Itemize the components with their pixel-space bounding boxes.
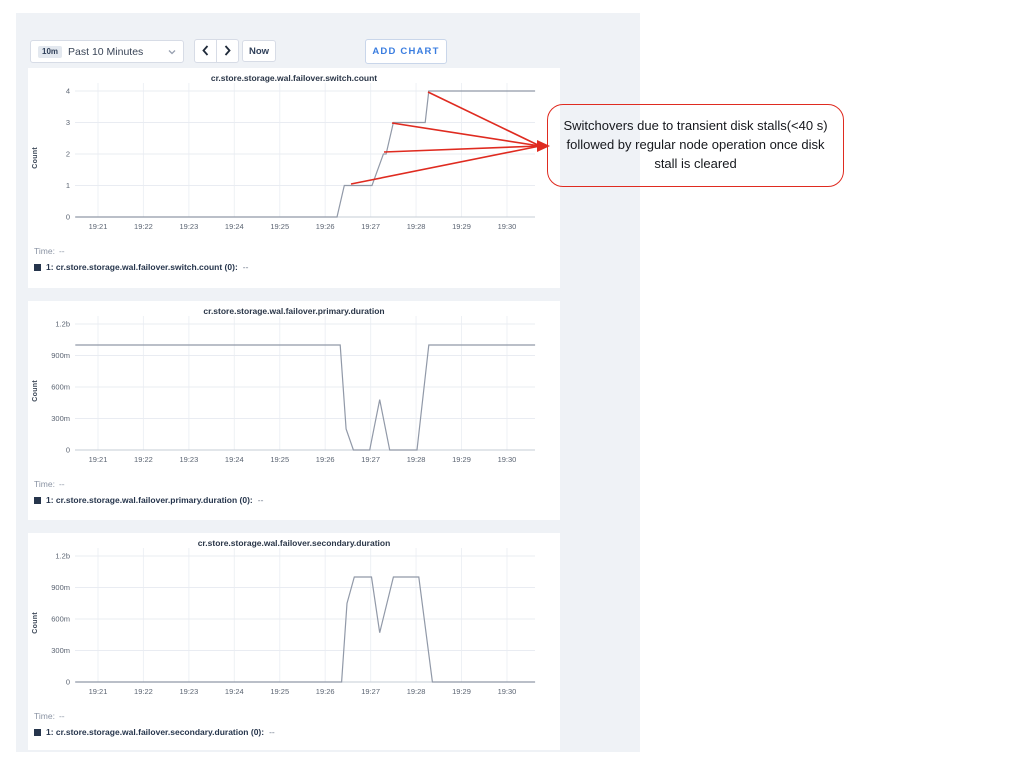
- legend-time-row: Time: --: [34, 246, 65, 256]
- y-tick-label: 0: [66, 213, 70, 222]
- x-tick-label: 19:21: [89, 687, 108, 696]
- x-tick-label: 19:25: [270, 687, 289, 696]
- legend-series-value: --: [269, 727, 275, 737]
- legend-series-label: 1: cr.store.storage.wal.failover.primary…: [46, 495, 253, 505]
- chart-title: cr.store.storage.wal.failover.primary.du…: [203, 306, 385, 316]
- line-chart-primary-duration[interactable]: 19:21 19:22 19:23 19:24 19:25 19:26 19:27 19:28…: [28, 301, 560, 520]
- series-line: [75, 576, 536, 683]
- series-swatch-icon: [34, 496, 41, 504]
- x-tick-label: 19:23: [179, 455, 198, 464]
- y-tick-label: 1.2b: [55, 320, 70, 329]
- x-tick-label: 19:24: [225, 455, 244, 464]
- y-tick-label: 1: [66, 181, 70, 190]
- legend-time-label: Time:: [34, 711, 55, 721]
- x-tick-label: 19:28: [407, 687, 426, 696]
- x-tick-label: 19:25: [270, 222, 289, 231]
- y-tick-label: 0: [66, 678, 70, 687]
- x-tick-label: 19:26: [316, 455, 335, 464]
- x-tick-label: 19:29: [452, 687, 471, 696]
- previous-time-button[interactable]: [194, 39, 217, 63]
- series-swatch-icon: [34, 728, 41, 736]
- x-tick-label: 19:28: [407, 222, 426, 231]
- series-swatch-icon: [34, 263, 41, 271]
- y-tick-label: 900m: [51, 351, 70, 360]
- chevron-right-icon: [224, 44, 231, 59]
- chart-card-secondary-duration: cr.store.storage.wal.failover.secondary.…: [28, 533, 560, 750]
- legend-series-value: --: [257, 495, 264, 505]
- x-tick-label: 19:23: [179, 222, 198, 231]
- chart-title: cr.store.storage.wal.failover.switch.cou…: [210, 73, 378, 83]
- y-tick-label: 600m: [51, 615, 70, 624]
- legend-series-label: 1: cr.store.storage.wal.failover.switch.…: [46, 262, 238, 272]
- y-tick-label: 300m: [51, 646, 70, 655]
- annotation-text: Switchovers due to transient disk stalls…: [563, 118, 828, 171]
- x-tick-label: 19:25: [270, 455, 289, 464]
- x-tick-label: 19:27: [361, 455, 380, 464]
- x-tick-label: 19:26: [316, 687, 335, 696]
- x-tick-label: 19:29: [452, 455, 471, 464]
- legend-series-row[interactable]: 1: cr.store.storage.wal.failover.primary…: [34, 495, 263, 505]
- y-tick-label: 600m: [51, 383, 70, 392]
- legend-series-value: --: [242, 262, 249, 272]
- legend-time-label: Time:: [34, 479, 55, 489]
- legend-time-row: Time: --: [34, 711, 65, 721]
- y-tick-label: 0: [66, 446, 70, 455]
- legend-series-row[interactable]: 1: cr.store.storage.wal.failover.switch.…: [34, 262, 248, 272]
- chevron-down-icon: [168, 49, 176, 55]
- x-tick-label: 19:22: [134, 687, 153, 696]
- time-range-label: Past 10 Minutes: [68, 45, 144, 58]
- chevron-left-icon: [202, 44, 209, 59]
- y-tick-label: 4: [66, 87, 70, 96]
- chart-title: cr.store.storage.wal.failover.secondary.…: [197, 538, 391, 548]
- x-tick-label: 19:30: [498, 687, 517, 696]
- y-tick-label: 2: [66, 150, 70, 159]
- chart-card-primary-duration: cr.store.storage.wal.failover.primary.du…: [28, 301, 560, 520]
- annotation-callout: Switchovers due to transient disk stalls…: [547, 104, 844, 187]
- x-tick-label: 19:22: [134, 222, 153, 231]
- x-tick-label: 19:30: [498, 222, 517, 231]
- legend-time-label: Time:: [34, 246, 55, 256]
- time-range-badge: 10m: [38, 45, 63, 58]
- legend-time-value: --: [58, 246, 65, 256]
- x-tick-label: 19:28: [407, 455, 426, 464]
- line-chart-secondary-duration[interactable]: 19:21 19:22 19:23 19:24 19:25 19:26 19:27 19:28…: [28, 533, 560, 750]
- y-tick-label: 300m: [51, 414, 70, 423]
- x-tick-label: 19:30: [498, 455, 517, 464]
- time-range-nav: [194, 39, 239, 63]
- y-tick-label: 900m: [51, 583, 70, 592]
- legend-time-value: --: [58, 479, 65, 489]
- x-tick-label: 19:24: [225, 222, 244, 231]
- x-tick-label: 19:27: [361, 222, 380, 231]
- now-button[interactable]: Now: [242, 40, 276, 62]
- x-tick-label: 19:22: [134, 455, 153, 464]
- x-tick-label: 19:21: [89, 455, 108, 464]
- legend-time-value: --: [58, 711, 65, 721]
- legend-series-label: 1: cr.store.storage.wal.failover.seconda…: [46, 727, 265, 737]
- x-tick-label: 19:21: [89, 222, 108, 231]
- add-chart-button[interactable]: ADD CHART: [365, 39, 447, 64]
- series-line: [75, 344, 536, 451]
- legend-time-row: Time: --: [34, 479, 65, 489]
- time-range-dropdown[interactable]: 10m Past 10 Minutes: [30, 40, 184, 63]
- x-tick-label: 19:23: [179, 687, 198, 696]
- legend-series-row[interactable]: 1: cr.store.storage.wal.failover.seconda…: [34, 727, 275, 737]
- x-tick-label: 19:24: [225, 687, 244, 696]
- x-tick-label: 19:27: [361, 687, 380, 696]
- chart-card-switch-count: cr.store.storage.wal.failover.switch.cou…: [28, 68, 560, 288]
- x-tick-label: 19:26: [316, 222, 335, 231]
- x-tick-label: 19:29: [452, 222, 471, 231]
- y-tick-label: 1.2b: [55, 552, 70, 561]
- line-chart-switch-count[interactable]: 19:21 19:22 19:23 19:24 19:25 19:26 19:27 19:28…: [28, 68, 560, 288]
- y-tick-label: 3: [66, 118, 70, 127]
- next-time-button[interactable]: [216, 39, 239, 63]
